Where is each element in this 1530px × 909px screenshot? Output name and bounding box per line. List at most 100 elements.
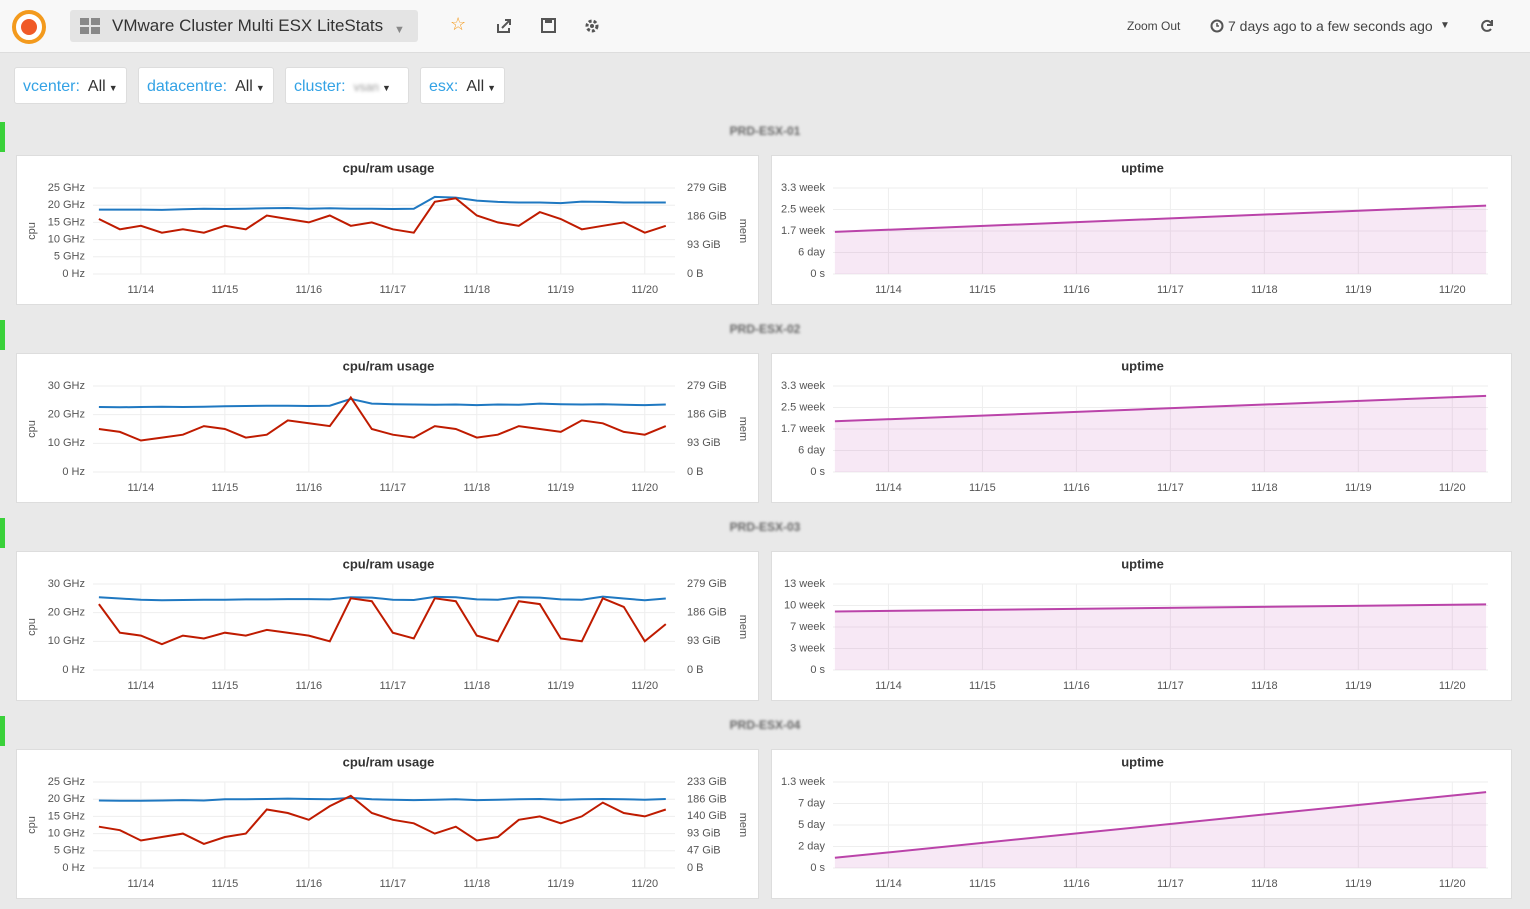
y-tick-label: 0 Hz bbox=[62, 862, 85, 874]
y2-tick-label: 186 GiB bbox=[687, 409, 727, 421]
area-fill bbox=[834, 604, 1487, 670]
x-tick-label: 11/20 bbox=[631, 284, 658, 296]
chart: cpu/ram usage 11/14 11/15 11/16 11/17 11/18 11… bbox=[26, 160, 749, 296]
row-title: PRD-ESX-02 bbox=[729, 322, 801, 336]
series-line bbox=[98, 796, 666, 802]
x-tick-label: 11/15 bbox=[969, 680, 996, 692]
panel: cpu/ram usage 11/14 11/15 11/16 11/17 11/18 11… bbox=[16, 155, 759, 305]
x-tick-label: 11/15 bbox=[211, 482, 238, 494]
series-line bbox=[98, 395, 667, 442]
x-tick-label: 11/18 bbox=[463, 878, 490, 890]
y-tick-label: 2 day bbox=[798, 840, 825, 852]
panel-title: cpu/ram usage bbox=[343, 358, 435, 373]
star-icon[interactable]: ☆ bbox=[450, 14, 467, 34]
x-tick-label: 11/17 bbox=[1157, 284, 1184, 296]
y2-tick-label: 233 GiB bbox=[687, 776, 727, 788]
y-tick-label: 5 GHz bbox=[54, 845, 85, 857]
series-line bbox=[834, 394, 1487, 423]
y-tick-label: 0 s bbox=[810, 664, 825, 676]
panel: uptime 11/14 11/15 11/16 11/17 11/18 11/19 11/2… bbox=[771, 551, 1512, 701]
chart: cpu/ram usage 11/14 11/15 11/16 11/17 11/18 11… bbox=[26, 358, 749, 494]
x-tick-label: 11/15 bbox=[211, 680, 238, 692]
variable[interactable]: vcenter: All ▼ bbox=[14, 67, 127, 104]
x-tick-label: 11/16 bbox=[295, 284, 322, 296]
x-tick-label: 11/20 bbox=[1439, 878, 1466, 890]
dashboard-picker[interactable]: VMware Cluster Multi ESX LiteStats ▼ bbox=[70, 10, 418, 42]
y-tick-label: 3 week bbox=[790, 642, 825, 654]
series-line bbox=[98, 597, 667, 646]
zoom-out[interactable]: Zoom Out bbox=[1127, 19, 1181, 33]
variable-label: datacentre: bbox=[147, 78, 228, 95]
x-tick-label: 11/17 bbox=[379, 680, 406, 692]
variable[interactable]: esx: All ▼ bbox=[420, 67, 505, 104]
x-tick-label: 11/14 bbox=[875, 284, 902, 296]
logo[interactable] bbox=[10, 8, 48, 46]
x-tick-label: 11/18 bbox=[463, 482, 490, 494]
variable-value: All bbox=[235, 78, 253, 95]
refresh-icon[interactable] bbox=[1479, 18, 1495, 34]
series-line bbox=[834, 791, 1487, 859]
y2-tick-label: 140 GiB bbox=[687, 810, 727, 822]
x-tick-label: 11/17 bbox=[1157, 482, 1184, 494]
panel-title: uptime bbox=[1121, 754, 1164, 769]
x-tick-label: 11/19 bbox=[547, 482, 574, 494]
x-tick-label: 11/16 bbox=[295, 680, 322, 692]
y2-tick-label: 93 GiB bbox=[687, 635, 721, 647]
x-tick-label: 11/14 bbox=[128, 878, 155, 890]
y2-tick-label: 93 GiB bbox=[687, 437, 721, 449]
variable-value: All bbox=[87, 78, 106, 95]
x-tick-label: 11/17 bbox=[379, 878, 406, 890]
y2-axis-label: mem bbox=[737, 813, 749, 837]
row-marker bbox=[0, 122, 5, 152]
panel: uptime 11/14 11/15 11/16 11/17 11/18 11/19 11/2… bbox=[771, 353, 1512, 503]
chart: uptime 11/14 11/15 11/16 11/17 11/18 11/19 11/2… bbox=[781, 358, 1488, 494]
y2-tick-label: 93 GiB bbox=[687, 828, 721, 840]
x-tick-label: 11/15 bbox=[211, 878, 238, 890]
y-tick-label: 15 GHz bbox=[48, 810, 85, 822]
y-tick-label: 10 GHz bbox=[48, 828, 85, 840]
y2-tick-label: 279 GiB bbox=[687, 380, 727, 392]
panel-title: cpu/ram usage bbox=[343, 160, 435, 175]
row-title: PRD-ESX-01 bbox=[729, 124, 801, 138]
row-title: PRD-ESX-04 bbox=[729, 718, 801, 732]
chart: cpu/ram usage 11/14 11/15 11/16 11/17 11/18 11… bbox=[26, 556, 749, 692]
y-tick-label: 10 GHz bbox=[48, 437, 85, 449]
y-tick-label: 20 GHz bbox=[48, 793, 85, 805]
series-line bbox=[834, 204, 1487, 233]
y-tick-label: 30 GHz bbox=[48, 578, 85, 590]
panel: cpu/ram usage 11/14 11/15 11/16 11/17 11/18 11… bbox=[16, 551, 759, 701]
y-tick-label: 10 GHz bbox=[48, 635, 85, 647]
panel: uptime 11/14 11/15 11/16 11/17 11/18 11/19 11/2… bbox=[771, 155, 1512, 305]
panel-title: uptime bbox=[1121, 160, 1164, 175]
y-tick-label: 6 day bbox=[798, 246, 825, 258]
time-range[interactable]: 7 days ago to a few seconds ago bbox=[1228, 18, 1433, 34]
y-axis-label: cpu bbox=[26, 222, 38, 240]
chart: cpu/ram usage 11/14 11/15 11/16 11/17 11/18 11… bbox=[26, 754, 749, 890]
share-icon[interactable] bbox=[496, 18, 512, 34]
y2-tick-label: 279 GiB bbox=[687, 182, 727, 194]
caret: ▼ bbox=[108, 83, 118, 93]
variable[interactable]: datacentre: All ▼ bbox=[138, 67, 274, 104]
x-tick-label: 11/15 bbox=[969, 482, 996, 494]
x-tick-label: 11/17 bbox=[379, 482, 406, 494]
area-fill bbox=[834, 205, 1487, 274]
x-tick-label: 11/16 bbox=[1063, 284, 1090, 296]
series-line bbox=[98, 397, 666, 409]
x-tick-label: 11/16 bbox=[1063, 878, 1090, 890]
y-tick-label: 3.3 week bbox=[781, 182, 826, 194]
settings-icon[interactable] bbox=[584, 18, 600, 34]
dashboard-title: VMware Cluster Multi ESX LiteStats bbox=[112, 16, 384, 35]
area-fill bbox=[834, 395, 1487, 472]
area-fill bbox=[834, 792, 1487, 868]
x-tick-label: 11/18 bbox=[1251, 878, 1278, 890]
variable[interactable]: cluster: vsan ▼ bbox=[285, 67, 409, 104]
x-tick-label: 11/18 bbox=[1251, 680, 1278, 692]
x-tick-label: 11/18 bbox=[463, 680, 490, 692]
y-tick-label: 25 GHz bbox=[48, 776, 85, 788]
x-tick-label: 11/20 bbox=[631, 482, 658, 494]
x-tick-label: 11/16 bbox=[1063, 680, 1090, 692]
save-icon[interactable] bbox=[541, 18, 557, 34]
y-tick-label: 1.3 week bbox=[781, 776, 826, 788]
y-tick-label: 0 s bbox=[810, 466, 825, 478]
